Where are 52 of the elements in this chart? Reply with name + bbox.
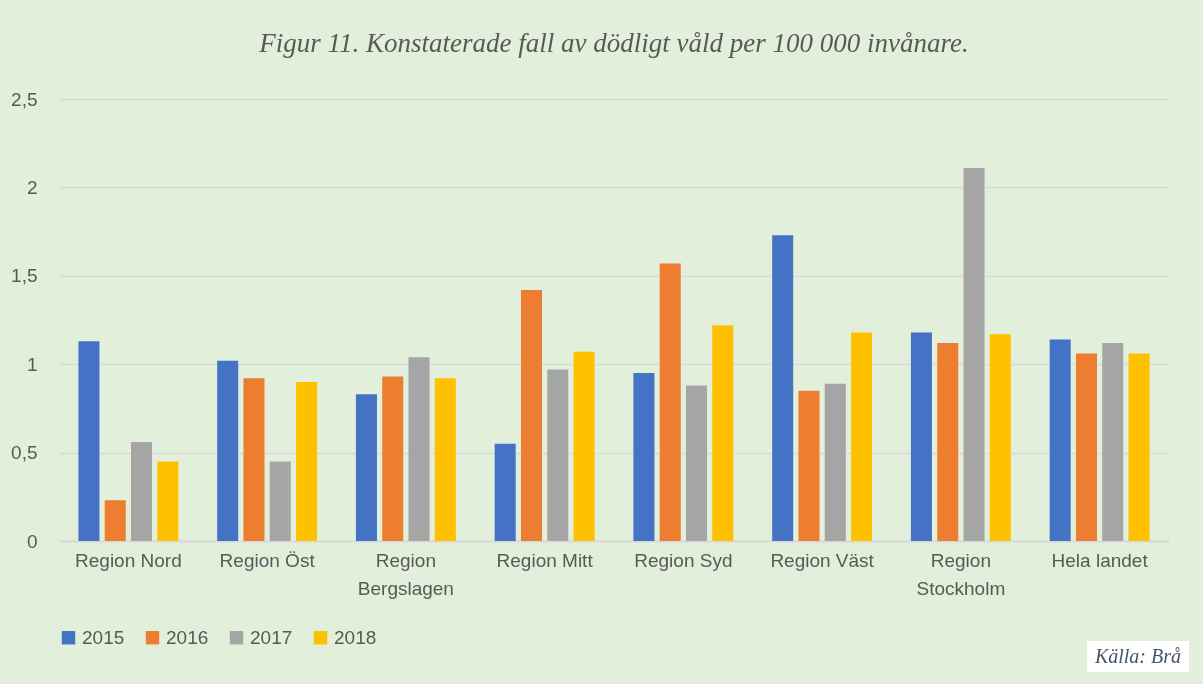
bar bbox=[989, 334, 1011, 541]
bar bbox=[963, 167, 985, 541]
y-tick-label: 1,5 bbox=[11, 265, 38, 287]
bar bbox=[520, 289, 542, 541]
y-tick-label: 2 bbox=[26, 176, 38, 198]
y-tick-label: 2,5 bbox=[11, 88, 38, 110]
bar bbox=[686, 385, 708, 541]
y-tick-label: 1 bbox=[26, 353, 38, 375]
bar bbox=[1049, 339, 1071, 541]
bar bbox=[157, 461, 179, 541]
bar bbox=[910, 332, 932, 541]
bar bbox=[659, 263, 681, 541]
bar bbox=[851, 332, 873, 541]
y-tick-label: 0,5 bbox=[11, 442, 38, 464]
x-tick-label: Region Väst bbox=[770, 549, 875, 571]
bar bbox=[1075, 353, 1097, 541]
y-tick-label: 0 bbox=[26, 530, 38, 552]
chart-title: Figur 11. Konstaterade fall av dödligt våld per 100 000 invånare. bbox=[258, 28, 969, 58]
bar bbox=[131, 441, 153, 541]
bar bbox=[772, 235, 794, 541]
bar bbox=[408, 357, 430, 541]
bar bbox=[382, 376, 404, 541]
legend-label: 2016 bbox=[166, 626, 209, 648]
legend-label: 2018 bbox=[334, 626, 377, 648]
x-tick-label: Region Syd bbox=[634, 549, 733, 571]
bar bbox=[104, 500, 126, 541]
bar bbox=[712, 325, 734, 541]
x-tick-label: Region Mitt bbox=[496, 549, 594, 571]
x-tick-label: Hela landet bbox=[1051, 549, 1149, 571]
bar bbox=[355, 394, 377, 541]
bar bbox=[78, 341, 100, 541]
bar bbox=[269, 461, 291, 541]
text: Källa: Brå bbox=[1086, 641, 1189, 672]
bar bbox=[494, 443, 516, 541]
legend-label: 2015 bbox=[82, 626, 125, 648]
x-tick-label: Region Nord bbox=[75, 549, 182, 571]
x-tick-label: Region Öst bbox=[219, 549, 316, 571]
bar bbox=[547, 369, 569, 541]
bar bbox=[633, 373, 655, 541]
x-tick-label: Region Bergslagen bbox=[357, 549, 454, 599]
bar bbox=[573, 351, 595, 541]
x-tick-label: Region Stockholm bbox=[916, 549, 1006, 599]
bar bbox=[1128, 353, 1150, 541]
bar bbox=[798, 390, 820, 541]
bar bbox=[824, 383, 846, 541]
bar bbox=[937, 342, 959, 541]
legend-label: 2017 bbox=[250, 626, 293, 648]
bar bbox=[296, 381, 318, 541]
bar bbox=[243, 378, 265, 541]
bar bbox=[434, 378, 456, 541]
bar bbox=[217, 360, 239, 541]
bar bbox=[1102, 342, 1124, 541]
